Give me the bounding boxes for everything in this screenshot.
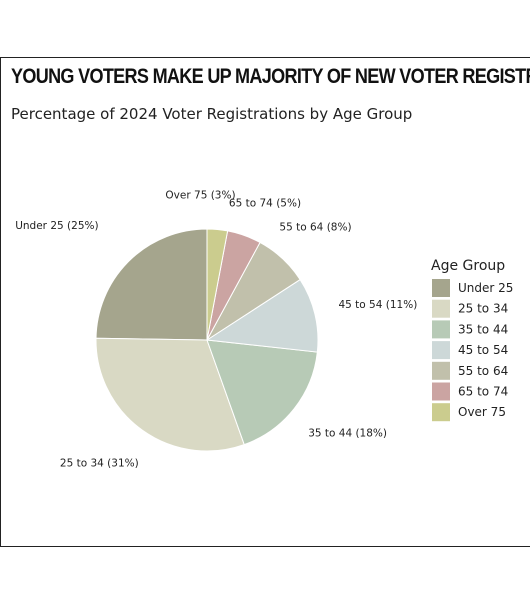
legend-label-55-to-64: 55 to 64	[458, 364, 508, 378]
slice-labels: Under 25 (25%) 25 to 34 (31%) 35 to 44 (18…	[15, 190, 417, 470]
legend-swatch-over-75	[432, 403, 450, 422]
legend-swatch-25-to-34	[432, 299, 450, 318]
slice-label-under-25: Under 25 (25%)	[15, 220, 98, 232]
legend-label-under-25: Under 25	[458, 281, 513, 295]
pie-slice-35-to-44	[206, 339, 318, 446]
legend-swatch-under-25	[432, 279, 450, 297]
pie-slice-45-to-54	[205, 278, 319, 353]
legend-swatch-45-to-54	[432, 341, 450, 360]
legend-label-45-to-54: 45 to 54	[458, 343, 508, 357]
legend-swatch-55-to-64	[432, 361, 450, 380]
slice-label-25-to-34: 25 to 34 (31%)	[60, 458, 139, 470]
legend-swatch-65-to-74	[432, 382, 450, 401]
chart-title: YOUNG VOTERS MAKE UP MAJORITY OF NEW VOT…	[11, 65, 530, 88]
chart-subtitle: Percentage of 2024 Voter Registrations b…	[11, 105, 413, 123]
slice-label-45-to-54: 45 to 54 (11%)	[338, 299, 417, 311]
pie-slice-over-75	[206, 228, 229, 341]
legend-swatch-35-to-44	[432, 320, 450, 339]
legend-label-over-75: Over 75	[458, 405, 506, 419]
legend: Age Group Under 25 25 to 34 35 to 44 45 to …	[431, 258, 513, 422]
slice-label-65-to-74: 65 to 74 (5%)	[229, 197, 301, 209]
legend-label-35-to-44: 35 to 44	[458, 322, 508, 336]
pie-slice-under-25	[95, 228, 208, 341]
legend-title: Age Group	[431, 258, 505, 274]
pie-slice-25-to-34	[95, 337, 245, 452]
pie-chart: Under 25 (25%) 25 to 34 (31%) 35 to 44 (18…	[15, 190, 513, 470]
slice-label-55-to-64: 55 to 64 (8%)	[279, 222, 351, 234]
legend-label-65-to-74: 65 to 74	[458, 385, 508, 399]
pie-slices	[95, 228, 319, 452]
legend-label-25-to-34: 25 to 34	[458, 302, 508, 316]
slice-label-over-75: Over 75 (3%)	[165, 190, 235, 202]
slice-label-35-to-44: 35 to 44 (18%)	[308, 427, 387, 439]
